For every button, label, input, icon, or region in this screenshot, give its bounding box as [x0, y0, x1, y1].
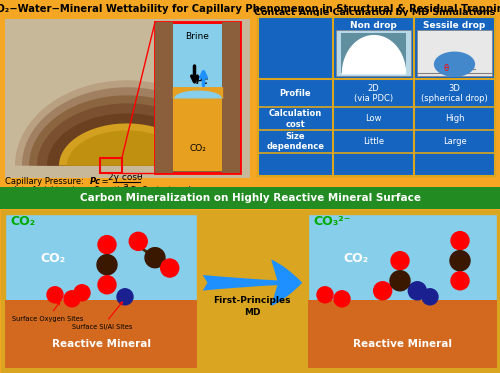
FancyBboxPatch shape	[258, 17, 495, 176]
FancyBboxPatch shape	[222, 22, 240, 173]
FancyBboxPatch shape	[173, 24, 222, 97]
FancyBboxPatch shape	[308, 300, 497, 368]
Text: CO₂: CO₂	[40, 252, 65, 265]
Ellipse shape	[434, 51, 475, 77]
Circle shape	[117, 289, 133, 305]
Text: Surface Si/Al Sites: Surface Si/Al Sites	[72, 302, 132, 330]
FancyBboxPatch shape	[417, 30, 492, 76]
Text: Profile: Profile	[280, 89, 312, 98]
FancyBboxPatch shape	[5, 19, 250, 178]
Text: Pc: Pc	[196, 76, 209, 86]
Text: Reactive Mineral: Reactive Mineral	[353, 339, 452, 349]
Text: High: High	[445, 115, 464, 123]
Circle shape	[64, 291, 80, 307]
Text: a: a	[84, 186, 89, 195]
Text: : Pore throat;: : Pore throat;	[90, 186, 142, 195]
Text: Carbon Mineralization on Highly Reactive Mineral Surface: Carbon Mineralization on Highly Reactive…	[80, 192, 420, 203]
Circle shape	[74, 285, 90, 301]
Text: Surface Oxygen Sites: Surface Oxygen Sites	[12, 302, 84, 322]
Circle shape	[408, 282, 426, 300]
Circle shape	[422, 289, 438, 305]
FancyBboxPatch shape	[341, 33, 406, 73]
FancyBboxPatch shape	[173, 97, 222, 170]
Text: First-Principles: First-Principles	[213, 296, 291, 305]
Text: Pc: Pc	[90, 177, 101, 186]
Polygon shape	[15, 80, 239, 166]
Text: 3D
(spherical drop): 3D (spherical drop)	[421, 84, 488, 103]
Circle shape	[334, 291, 350, 307]
FancyBboxPatch shape	[5, 214, 197, 368]
Circle shape	[98, 276, 116, 294]
Polygon shape	[22, 87, 232, 166]
FancyBboxPatch shape	[308, 214, 497, 368]
Text: CO₂: CO₂	[189, 144, 206, 153]
Circle shape	[451, 232, 469, 250]
Text: θ: θ	[444, 64, 449, 73]
Text: CO₂: CO₂	[10, 215, 35, 228]
FancyBboxPatch shape	[336, 30, 411, 76]
Circle shape	[130, 232, 148, 250]
FancyBboxPatch shape	[155, 22, 173, 173]
Circle shape	[391, 252, 409, 270]
Text: Non drop: Non drop	[350, 21, 397, 29]
FancyBboxPatch shape	[155, 22, 240, 173]
Text: CO₂: CO₂	[343, 252, 368, 265]
Text: Contact Angle Calculation by MD Simulations: Contact Angle Calculation by MD Simulati…	[254, 7, 496, 16]
Text: θ: θ	[130, 186, 135, 195]
Text: Low: Low	[365, 115, 382, 123]
Circle shape	[47, 287, 63, 303]
Circle shape	[160, 259, 178, 277]
Polygon shape	[37, 103, 217, 166]
Text: =: =	[99, 177, 108, 186]
Circle shape	[98, 236, 116, 254]
FancyBboxPatch shape	[5, 300, 197, 368]
Text: Little: Little	[363, 137, 384, 146]
Text: Large: Large	[442, 137, 466, 146]
Circle shape	[97, 255, 117, 275]
Text: Calculation
cost: Calculation cost	[269, 109, 322, 129]
Circle shape	[390, 271, 410, 291]
Circle shape	[145, 248, 165, 268]
Circle shape	[374, 282, 392, 300]
FancyBboxPatch shape	[2, 211, 498, 371]
Circle shape	[451, 272, 469, 290]
Text: Brine: Brine	[186, 32, 210, 41]
Text: CO₃²⁻: CO₃²⁻	[313, 215, 350, 228]
Text: a: a	[122, 182, 128, 191]
Circle shape	[317, 287, 333, 303]
Polygon shape	[15, 70, 239, 166]
Text: γ: Interfacial tension;: γ: Interfacial tension;	[5, 186, 89, 195]
Text: 2γ cosθ: 2γ cosθ	[108, 173, 142, 182]
Polygon shape	[29, 95, 225, 166]
Text: MD: MD	[244, 308, 260, 317]
Text: Reactive Mineral: Reactive Mineral	[52, 339, 150, 349]
Text: Size
dependence: Size dependence	[266, 132, 324, 151]
Polygon shape	[67, 131, 187, 166]
FancyBboxPatch shape	[0, 186, 500, 209]
Polygon shape	[59, 123, 195, 166]
Text: Sessile drop: Sessile drop	[424, 21, 486, 29]
Circle shape	[450, 251, 470, 271]
Polygon shape	[47, 113, 207, 166]
Text: 2D
(via PDC): 2D (via PDC)	[354, 84, 393, 103]
Text: Capillary Pressure:: Capillary Pressure:	[5, 177, 86, 186]
Text: CO₂−Water−Mineral Wettability for Capillary Phenomenon in Structural & Residual : CO₂−Water−Mineral Wettability for Capill…	[0, 4, 500, 14]
Text: : Contact angle: : Contact angle	[137, 186, 196, 195]
